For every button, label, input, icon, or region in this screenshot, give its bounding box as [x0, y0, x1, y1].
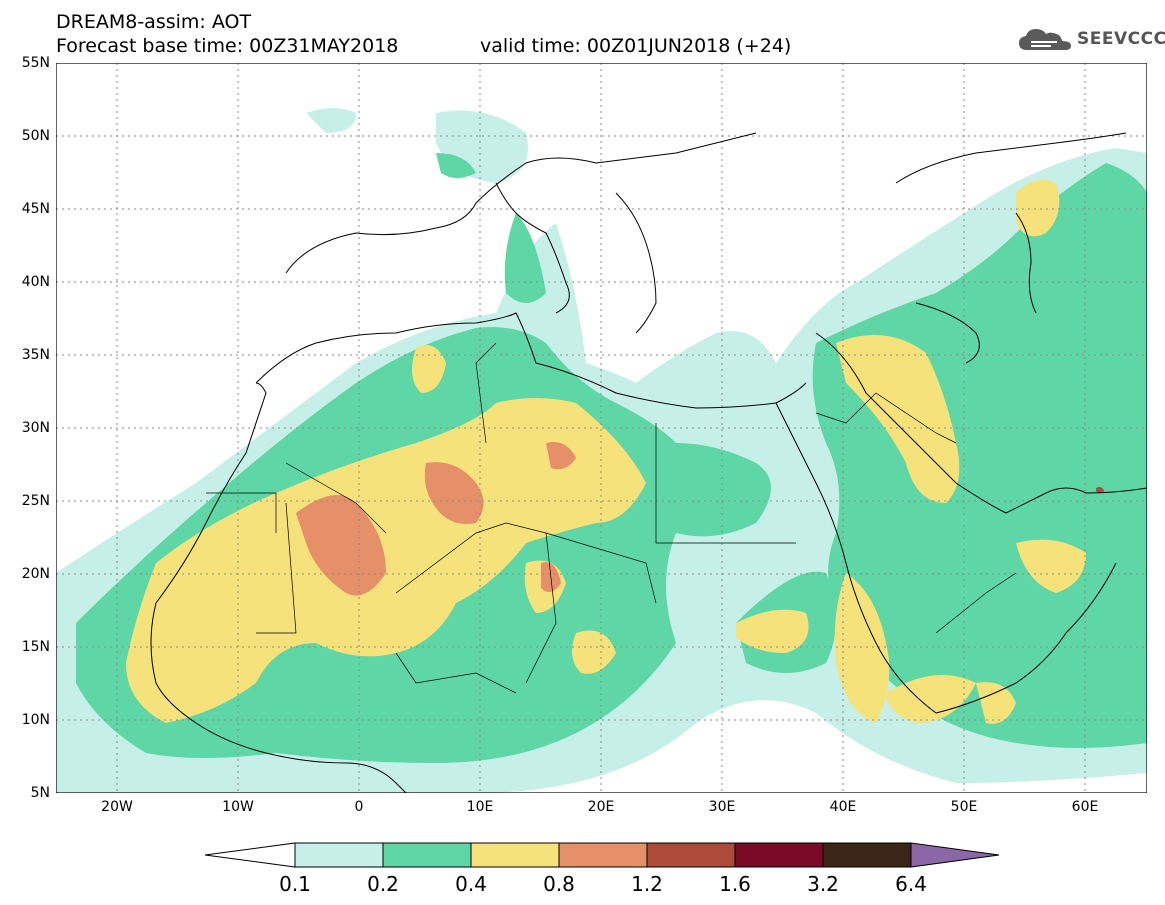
colorbar-label: 6.4	[895, 872, 927, 896]
colorbar	[205, 842, 1000, 868]
map-title: DREAM8-assim: AOT	[56, 11, 252, 33]
lon-label: 20W	[101, 799, 133, 815]
lat-label: 15N	[21, 639, 50, 655]
aot-layer-0.4	[126, 179, 1086, 724]
colorbar-bin	[734, 842, 824, 868]
lat-label: 45N	[21, 201, 50, 217]
colorbar-bin	[822, 842, 912, 868]
lon-label: 40E	[829, 799, 857, 815]
lon-label: 60E	[1071, 799, 1099, 815]
colorbar-bin	[382, 842, 472, 868]
lat-label: 20N	[21, 566, 50, 582]
colorbar-bin	[294, 842, 384, 868]
valid-time: valid time: 00Z01JUN2018 (+24)	[480, 35, 792, 57]
coastlines	[150, 132, 1147, 793]
lat-label: 40N	[21, 274, 50, 290]
colorbar-low-arrow	[205, 842, 296, 868]
lat-label: 25N	[21, 493, 50, 509]
lat-label: 35N	[21, 347, 50, 363]
colorbar-label: 0.2	[367, 872, 399, 896]
lon-label: 10W	[222, 799, 254, 815]
colorbar-bin	[558, 842, 648, 868]
colorbar-bin	[646, 842, 736, 868]
colorbar-label: 3.2	[807, 872, 839, 896]
lat-label: 30N	[21, 420, 50, 436]
lat-label: 50N	[21, 128, 50, 144]
forecast-base-time: Forecast base time: 00Z31MAY2018	[56, 35, 399, 57]
aot-map	[56, 63, 1147, 793]
colorbar-bin	[470, 842, 560, 868]
lat-label: 10N	[21, 712, 50, 728]
aot-layer-1.2	[1096, 487, 1104, 493]
seevccc-logo: SEEVCCC	[1017, 26, 1165, 52]
lat-label: 55N	[21, 55, 50, 71]
lon-label: 20E	[587, 799, 615, 815]
colorbar-label: 1.6	[719, 872, 751, 896]
colorbar-label: 0.4	[455, 872, 487, 896]
lon-label: 50E	[950, 799, 978, 815]
graticule	[56, 63, 1147, 793]
logo-text: SEEVCCC	[1077, 29, 1165, 49]
lon-label: 10E	[466, 799, 494, 815]
aot-layer-0.8	[296, 442, 576, 596]
country-borders	[206, 342, 1017, 694]
colorbar-label: 1.2	[631, 872, 663, 896]
colorbar-label: 0.8	[543, 872, 575, 896]
lat-label: 5N	[30, 785, 50, 801]
lon-label: 30E	[708, 799, 736, 815]
lon-label: 0	[354, 799, 364, 815]
colorbar-label: 0.1	[279, 872, 311, 896]
cloud-logo-icon	[1019, 29, 1071, 50]
colorbar-high-arrow	[910, 842, 1000, 868]
